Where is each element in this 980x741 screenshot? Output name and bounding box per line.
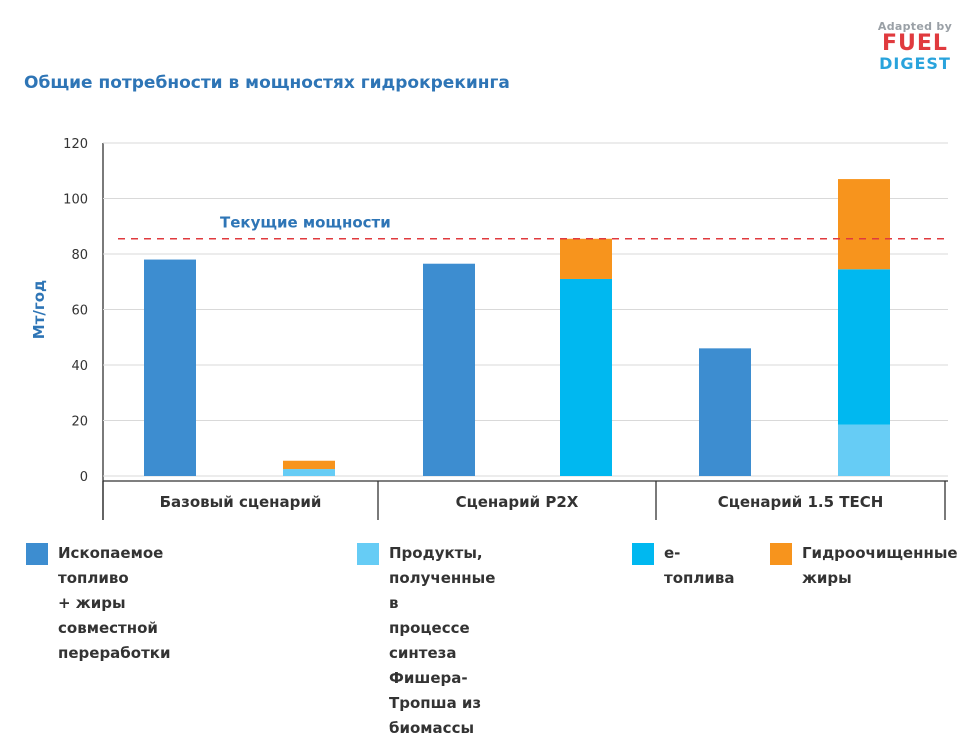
legend-label-hvo: Гидроочищенные жиры bbox=[802, 544, 958, 587]
y-tick-label: 100 bbox=[63, 193, 88, 208]
y-axis-label: Мт/год bbox=[30, 280, 48, 339]
logo-digest-text: DIGEST bbox=[879, 54, 951, 73]
legend-label-efuels: е-топлива bbox=[664, 544, 735, 587]
bar-segment bbox=[838, 424, 890, 476]
bar-segment bbox=[560, 238, 612, 279]
x-group-label: Сценарий 1.5 TECH bbox=[718, 493, 884, 511]
bar-segment bbox=[838, 179, 890, 270]
bar-segment bbox=[560, 278, 612, 476]
y-tick-label: 60 bbox=[71, 304, 88, 319]
bar-segment bbox=[423, 263, 475, 476]
y-tick-label: 40 bbox=[71, 359, 88, 374]
legend-label-ft-biomass: Продукты, полученные в процессе синтеза … bbox=[389, 544, 496, 737]
bar-segment bbox=[283, 460, 335, 470]
y-tick-label: 80 bbox=[71, 248, 88, 263]
bar-segment bbox=[699, 348, 751, 476]
current-capacity-label: Текущие мощности bbox=[220, 214, 391, 232]
logo-adapted-text: Adapted by bbox=[877, 20, 953, 33]
y-tick-label: 0 bbox=[80, 470, 88, 485]
bar-segment bbox=[144, 259, 196, 476]
bar-segment bbox=[283, 469, 335, 476]
x-group-label: Сценарий P2X bbox=[456, 493, 579, 511]
bar-segment bbox=[838, 269, 890, 425]
legend-swatch-efuels bbox=[632, 543, 654, 565]
y-tick-label: 120 bbox=[63, 137, 88, 152]
y-tick-label: 20 bbox=[71, 415, 88, 430]
legend-swatch-ft-biomass bbox=[357, 543, 379, 565]
chart-title: Общие потребности в мощностях гидрокреки… bbox=[24, 73, 510, 93]
legend-swatch-hvo bbox=[770, 543, 792, 565]
fuel-digest-logo: Adapted by FUEL DIGEST bbox=[870, 20, 960, 73]
legend-swatch-fossil bbox=[26, 543, 48, 565]
bar-chart: 0 20 40 60 80 100 120 Мт/год Базовый сценарий Сце… bbox=[30, 137, 948, 520]
legend-label-fossil: Ископаемое топливо + жиры совместной пер… bbox=[58, 544, 171, 662]
logo-fuel-text: FUEL bbox=[882, 31, 948, 56]
x-group-label: Базовый сценарий bbox=[160, 493, 322, 511]
